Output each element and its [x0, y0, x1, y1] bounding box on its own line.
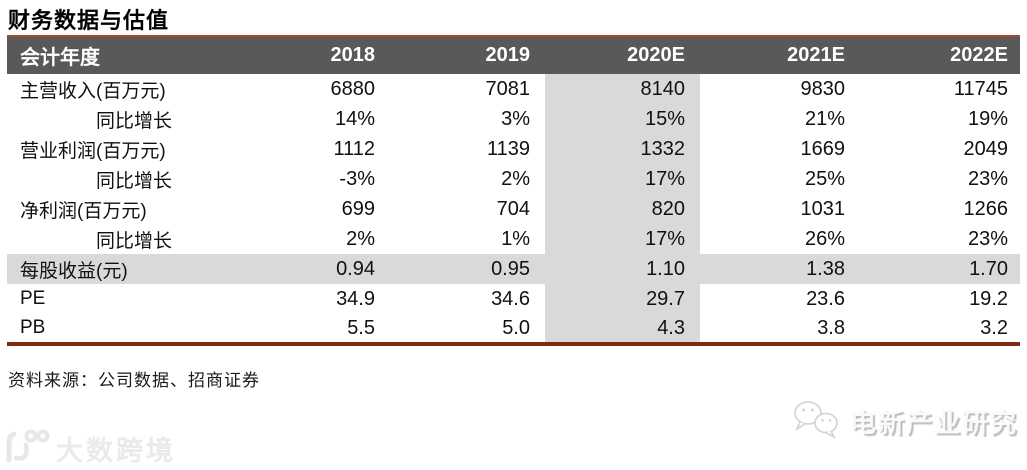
table-row-operating-profit: 营业利润(百万元) 1112 1139 1332 1669 2049 [7, 134, 1020, 164]
cell: 3.2 [980, 316, 1008, 339]
table-row-revenue: 主营收入(百万元) 6880 7081 8140 9830 11745 [7, 74, 1020, 104]
watermark-bottom-left: 大数跨境 [2, 427, 176, 470]
financial-data-table: 会计年度 2018 2019 2020E 2021E 2022E 主营收入(百万… [7, 35, 1020, 346]
watermark-bottom-right: 电新产业研究 [790, 396, 1018, 447]
row-label: 营业利润(百万元) [20, 140, 166, 162]
cell: 4.3 [545, 314, 700, 344]
cell: 34.9 [336, 287, 375, 310]
table-header-row: 会计年度 2018 2019 2020E 2021E 2022E [7, 36, 1020, 74]
table-row-revenue-growth: 同比增长 14% 3% 15% 21% 19% [7, 104, 1020, 134]
cell: 9830 [800, 77, 846, 100]
row-label: 同比增长 [95, 230, 172, 252]
header-2019: 2019 [485, 44, 531, 66]
cell: 3% [501, 107, 530, 130]
table-row-net-profit: 净利润(百万元) 699 704 820 1031 1266 [7, 194, 1020, 224]
cell: 2% [346, 227, 375, 250]
row-label: 同比增长 [95, 170, 172, 192]
cell: 1.70 [860, 254, 1020, 284]
table-row-pb: PB 5.5 5.0 4.3 3.8 3.2 [7, 314, 1020, 344]
cell: -3% [339, 167, 375, 190]
cell: 1.10 [545, 254, 700, 284]
row-label: 每股收益(元) [7, 254, 200, 284]
cell: 2% [501, 167, 530, 190]
cell: 3.8 [817, 316, 845, 339]
cell: 8140 [545, 74, 700, 104]
table-row-net-profit-growth: 同比增长 2% 1% 17% 26% 23% [7, 224, 1020, 254]
cell: 17% [545, 224, 700, 254]
cell: 19% [967, 107, 1008, 130]
header-2020e: 2020E [627, 44, 685, 66]
row-label: 同比增长 [95, 110, 172, 132]
cell: 25% [804, 167, 845, 190]
cell: 19.2 [969, 287, 1008, 310]
watermark-right-label: 电新产业研究 [850, 408, 1019, 438]
cell: 1112 [333, 137, 375, 160]
cell: 1031 [800, 197, 846, 220]
table-row-pe: PE 34.9 34.6 29.7 23.6 19.2 [7, 284, 1020, 314]
cell: 23.6 [806, 287, 845, 310]
cell: 34.6 [491, 287, 530, 310]
row-label: PE [20, 288, 46, 309]
cell: 11745 [953, 77, 1008, 100]
cell: 820 [545, 194, 700, 224]
row-label: 主营收入(百万元) [20, 80, 166, 102]
cell: 0.94 [200, 254, 390, 284]
cell: 699 [341, 197, 375, 220]
cell: 17% [545, 164, 700, 194]
header-2018: 2018 [330, 44, 376, 66]
cell: 6880 [330, 77, 376, 100]
header-fiscal-year: 会计年度 [20, 47, 100, 69]
source-note: 资料来源：公司数据、招商证券 [8, 371, 260, 390]
table-row-operating-profit-growth: 同比增长 -3% 2% 17% 25% 23% [7, 164, 1020, 194]
cell: 23% [967, 167, 1008, 190]
cell: 1332 [545, 134, 700, 164]
cell: 15% [545, 104, 700, 134]
cell: 26% [804, 227, 845, 250]
table-row-eps: 每股收益(元) 0.94 0.95 1.10 1.38 1.70 [7, 254, 1020, 284]
cell: 1.38 [700, 254, 860, 284]
cell: 5.0 [502, 316, 530, 339]
cell: 2049 [963, 137, 1009, 160]
row-label: 净利润(百万元) [20, 200, 147, 222]
dashukuajing-logo-icon [2, 427, 50, 470]
cell: 1% [501, 227, 530, 250]
header-2021e: 2021E [787, 44, 845, 66]
cell: 0.95 [390, 254, 545, 284]
cell: 21% [804, 107, 845, 130]
cell: 1139 [486, 137, 530, 160]
cell: 29.7 [545, 284, 700, 314]
watermark-left-label: 大数跨境 [56, 436, 176, 466]
header-2022e: 2022E [950, 44, 1008, 66]
cell: 7081 [485, 77, 531, 100]
cell: 5.5 [347, 316, 375, 339]
page-title: 财务数据与估值 [8, 8, 170, 33]
cell: 23% [967, 227, 1008, 250]
cell: 1266 [963, 197, 1009, 220]
cell: 1669 [800, 137, 846, 160]
cell: 14% [334, 107, 375, 130]
cell: 704 [496, 197, 530, 220]
wechat-icon [790, 396, 842, 447]
row-label: PB [20, 317, 46, 338]
